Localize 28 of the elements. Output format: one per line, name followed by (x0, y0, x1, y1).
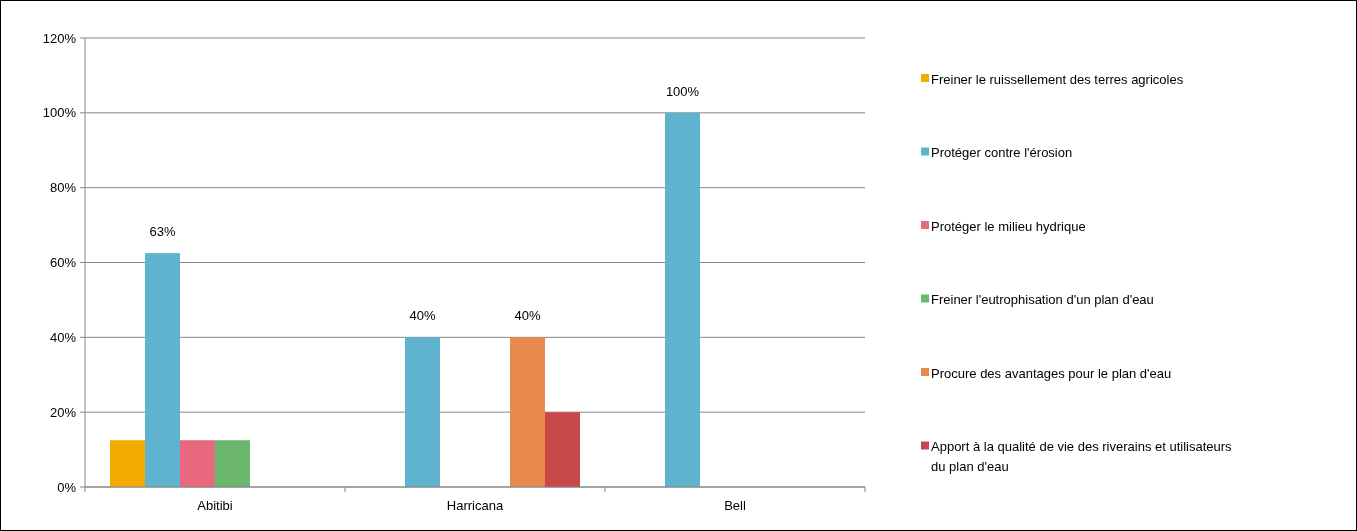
y-tick-label: 100% (42, 105, 77, 121)
data-label: 40% (514, 308, 541, 324)
bar (145, 253, 180, 487)
bar (405, 337, 440, 487)
bar (110, 440, 145, 487)
x-tick-label: Abitibi (197, 498, 233, 513)
bar (215, 440, 250, 487)
legend-label: Procure des avantages pour le plan d'eau (931, 365, 1172, 381)
legend-label: Freiner le ruissellement des terres agricoles (931, 71, 1184, 87)
x-tick-label: Harricana (446, 498, 504, 513)
x-tick-label: Bell (724, 498, 746, 513)
bar (510, 337, 545, 487)
y-tick-label: 60% (49, 255, 77, 271)
bar (180, 440, 215, 487)
bar (665, 112, 700, 487)
legend-label: Apport à la qualité de vie des riverains et utilisateurs du plan d'eau (931, 439, 1233, 475)
y-tick-label: 40% (49, 329, 77, 345)
y-tick-label: 0% (57, 479, 77, 495)
data-label: 100% (665, 83, 700, 99)
y-tick-label: 80% (49, 180, 77, 196)
legend-label: Freiner l'eutrophisation d'un plan d'eau (931, 292, 1154, 308)
bar (545, 412, 580, 487)
legend-label: Protéger contre l'érosion (931, 145, 1073, 161)
y-tick-label: 120% (42, 30, 77, 46)
legend-label: Protéger le milieu hydrique (931, 218, 1086, 234)
data-label: 40% (409, 308, 436, 324)
y-tick-label: 20% (49, 404, 77, 420)
data-label: 63% (149, 224, 176, 240)
